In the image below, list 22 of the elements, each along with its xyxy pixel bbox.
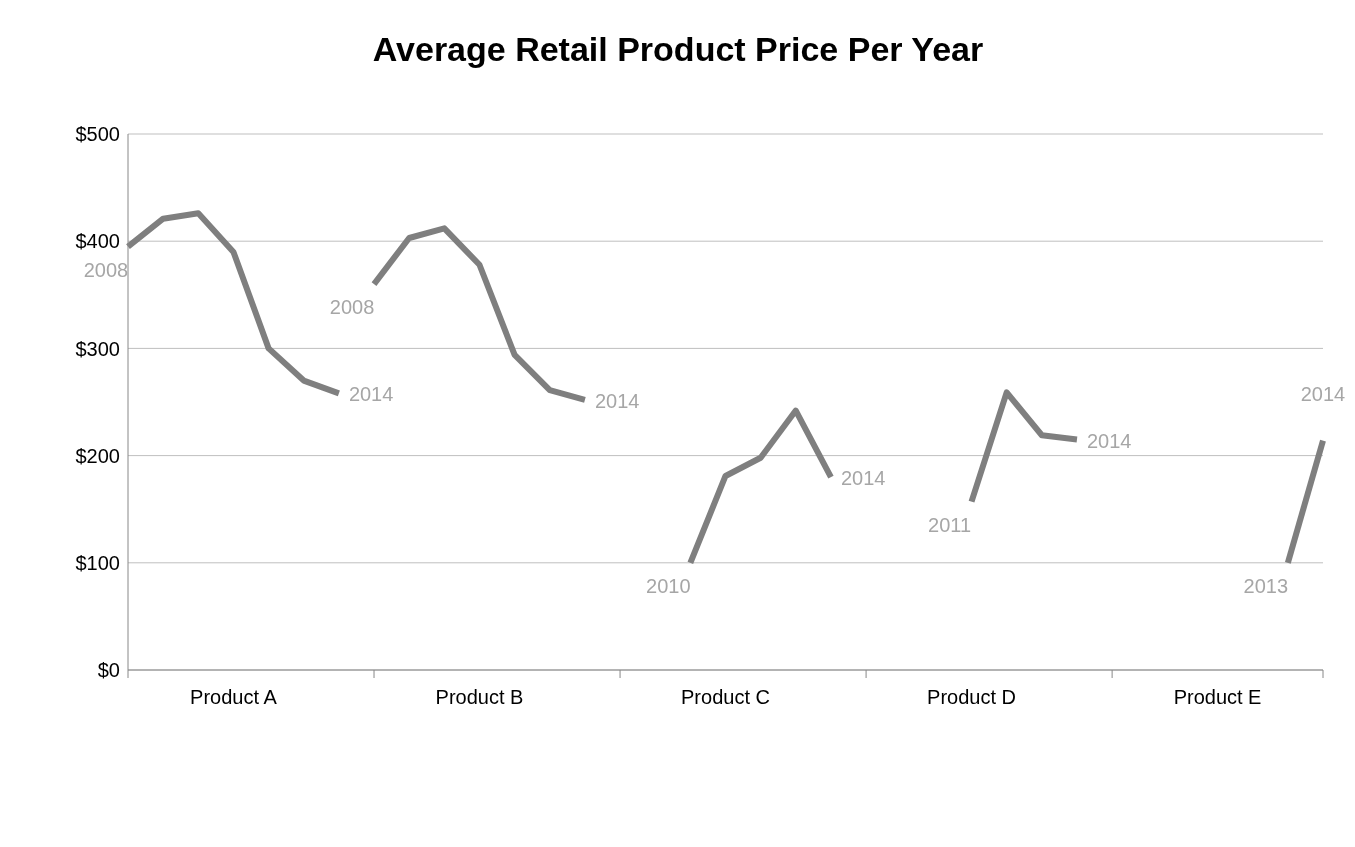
annotation: 2010 [646, 574, 691, 597]
chart-title: Average Retail Product Price Per Year [371, 30, 985, 69]
x-tick-label: Product A [190, 686, 278, 708]
x-tick-label: Product B [435, 686, 524, 708]
annotation: 2013 [1243, 574, 1289, 597]
x-tick-label: Product C [681, 686, 770, 708]
annotation: 2008 [329, 296, 375, 319]
annotation: 2014 [594, 389, 640, 412]
y-tick-label: $200 [75, 444, 120, 467]
annotation: 2014 [840, 467, 886, 490]
y-tick-label: $400 [75, 230, 120, 253]
annotation: 2014 [348, 383, 394, 406]
annotation: 2014 [1300, 382, 1346, 405]
y-tick-label: $0 [97, 659, 120, 682]
y-tick-label: $100 [75, 551, 120, 574]
y-tick-label: $300 [75, 337, 120, 360]
annotation: 2014 [1086, 429, 1132, 452]
y-tick-label: $500 [75, 123, 120, 146]
annotation: 2008 [83, 258, 129, 281]
x-tick-label: Product E [1173, 686, 1262, 708]
x-tick-label: Product D [927, 686, 1016, 708]
annotation: 2011 [928, 513, 972, 536]
